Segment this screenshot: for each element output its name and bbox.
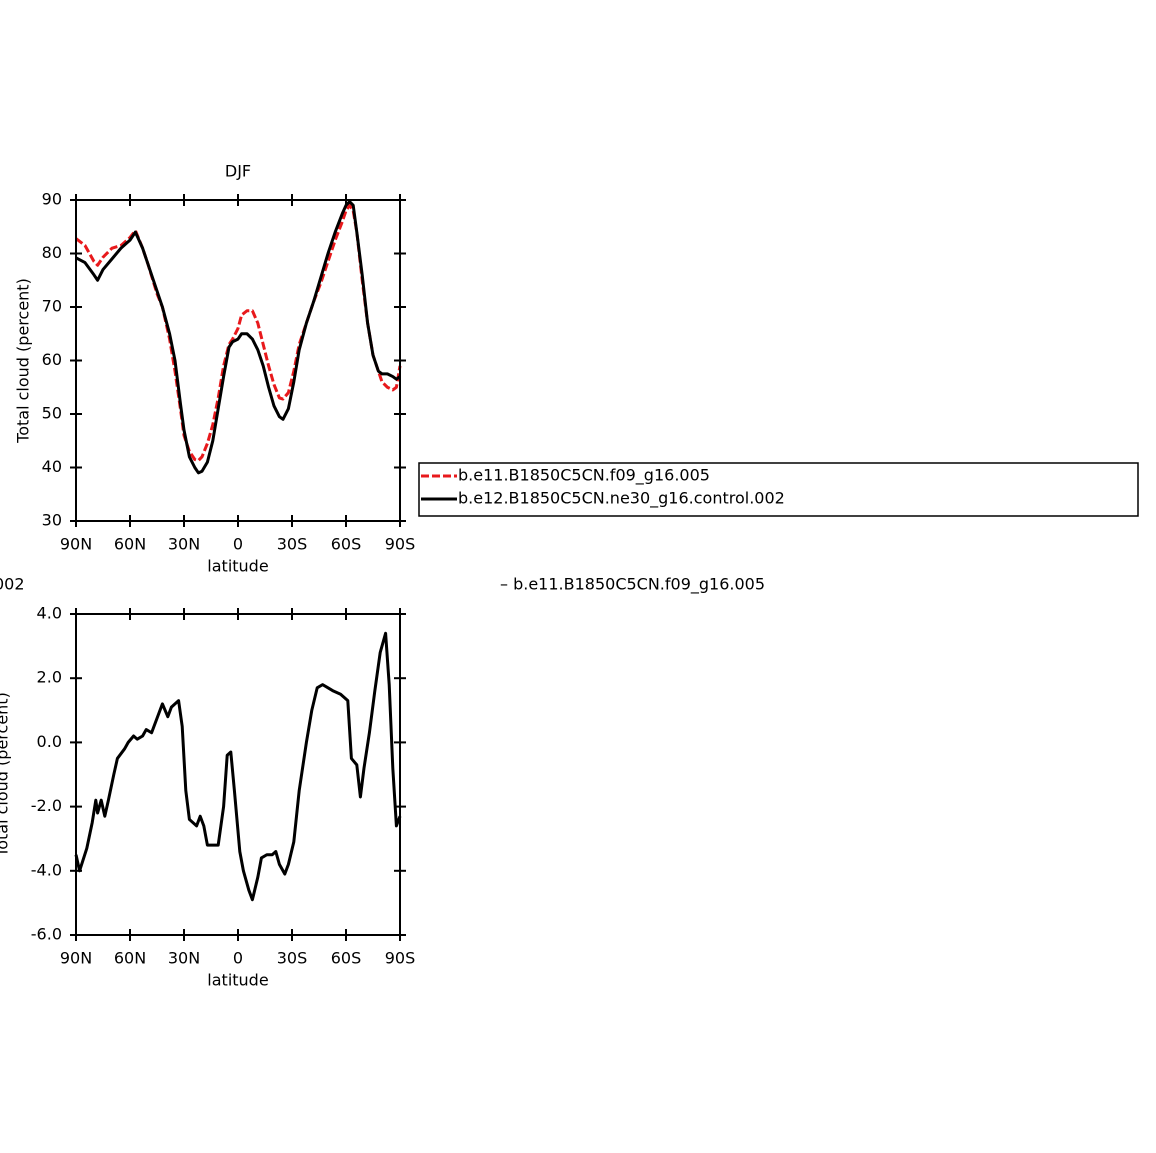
x-tick-label: 90N: [60, 535, 92, 554]
data-line: [75, 200, 401, 475]
plot-frame: [75, 613, 401, 936]
y-tick-label: 60: [42, 350, 62, 369]
x-tick-label: 0: [233, 949, 243, 968]
y-tick-label: 80: [42, 243, 62, 262]
y-tick-label: 50: [42, 404, 62, 423]
chart: -6.0 -4.0 -2.0 0.0 2.0 4.0 90N 60N 30N 0 30S 60S 90S…: [0, 575, 765, 990]
x-tick-label: 90S: [385, 949, 416, 968]
x-tick-label: 90S: [385, 535, 416, 554]
x-tick-label: 30N: [168, 535, 200, 554]
chart-title: 002: [0, 575, 25, 594]
y-tick-label: 40: [42, 457, 62, 476]
chart-title: DJF: [225, 162, 251, 181]
x-tick-label: 90N: [60, 949, 92, 968]
y-tick-label: 90: [42, 190, 62, 209]
y-tick-label: -4.0: [31, 860, 62, 879]
chart: 30 40 50 60 70 80 90 90N 60N 30N 0 30S 60S 90S latitud…: [14, 162, 1139, 576]
legend-label: b.e11.B1850C5CN.f09_g16.005: [458, 466, 710, 486]
x-axis-label: latitude: [207, 557, 268, 576]
plot-frame: [75, 199, 401, 522]
x-tick-label: 60S: [331, 535, 362, 554]
chart-title: – b.e11.B1850C5CN.f09_g16.005: [500, 575, 765, 595]
legend-box: [418, 462, 1139, 517]
x-tick-label: 60N: [114, 535, 146, 554]
y-tick-label: 2.0: [37, 668, 62, 687]
y-tick-label: 4.0: [37, 604, 62, 623]
x-tick-label: 30S: [277, 949, 308, 968]
y-tick-label: 70: [42, 297, 62, 316]
y-axis-label: Total cloud (percent): [0, 692, 12, 858]
y-axis-label: Total cloud (percent): [14, 278, 33, 444]
charts: 30 40 50 60 70 80 90 90N 60N 30N 0 30S 60S 90S latitud…: [0, 162, 1139, 990]
y-tick-label: -2.0: [31, 796, 62, 815]
x-tick-label: 0: [233, 535, 243, 554]
data-line: [74, 631, 402, 902]
legend-label: b.e12.B1850C5CN.ne30_g16.control.002: [458, 489, 785, 509]
y-tick-label: -6.0: [31, 925, 62, 944]
y-tick-label: 30: [42, 511, 62, 530]
x-tick-label: 60S: [331, 949, 362, 968]
x-tick-label: 30N: [168, 949, 200, 968]
x-axis-label: latitude: [207, 971, 268, 990]
x-tick-label: 60N: [114, 949, 146, 968]
x-tick-label: 30S: [277, 535, 308, 554]
y-tick-label: 0.0: [37, 732, 62, 751]
